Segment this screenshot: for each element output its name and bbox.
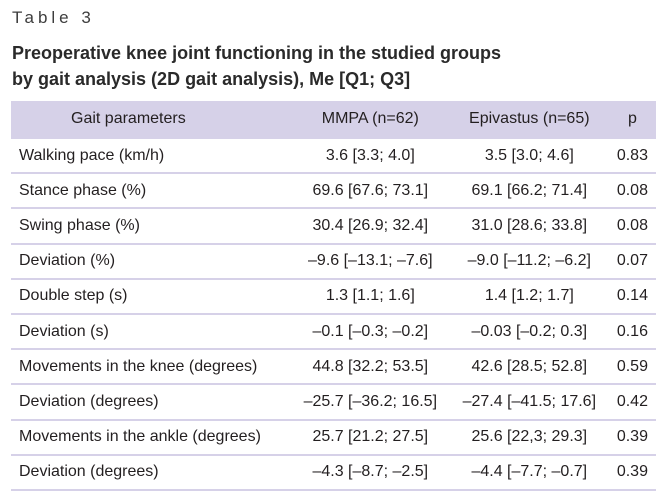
table-cell: –9.0 [–11.2; –6.2] bbox=[449, 242, 609, 279]
table-row: Deviation (degrees) –4.3 [–8.7; –2.5] –4.4… bbox=[11, 453, 656, 491]
table-cell: 0.14 bbox=[608, 277, 656, 314]
table-cell: 0.39 bbox=[608, 418, 656, 455]
table-cell: 3.5 [3.0; 4.6] bbox=[449, 136, 609, 174]
table-cell: –0.03 [–0.2; 0.3] bbox=[449, 312, 609, 350]
table-cell: 0.07 bbox=[608, 242, 656, 279]
table-cell: –9.6 [–13.1; –7.6] bbox=[290, 242, 450, 279]
table-cell: 69.6 [67.6; 73.1] bbox=[290, 172, 450, 209]
table-cell: 0.16 bbox=[608, 312, 656, 350]
table-cell: Double step (s) bbox=[11, 277, 291, 314]
table-title: Preoperative knee joint functioning in t… bbox=[12, 40, 501, 92]
table-cell: Deviation (%) bbox=[11, 242, 291, 279]
data-table: Gait parameters MMPA (n=62) Epivastus (n=6… bbox=[11, 101, 656, 491]
table-cell: 30.4 [26.9; 32.4] bbox=[290, 207, 450, 244]
table-cell: 44.8 [32.2; 53.5] bbox=[290, 348, 450, 385]
table-cell: Deviation (degrees) bbox=[11, 383, 291, 420]
table-cell: Movements in the ankle (degrees) bbox=[11, 418, 291, 455]
column-header: p bbox=[608, 101, 656, 138]
column-header: Gait parameters bbox=[11, 101, 291, 138]
table-cell: Walking pace (km/h) bbox=[11, 136, 291, 174]
table-cell: 25.6 [22,3; 29.3] bbox=[449, 418, 609, 455]
table-cell: Swing phase (%) bbox=[11, 207, 291, 244]
table-cell: Movements in the knee (degrees) bbox=[11, 348, 291, 385]
table-cell: 1.3 [1.1; 1.6] bbox=[290, 277, 450, 314]
table-row: Movements in the ankle (degrees) 25.7 [21… bbox=[11, 418, 656, 455]
table-cell: 69.1 [66.2; 71.4] bbox=[449, 172, 609, 209]
table-cell: 0.08 bbox=[608, 172, 656, 209]
table-cell: 0.42 bbox=[608, 383, 656, 420]
table-cell: 3.6 [3.3; 4.0] bbox=[290, 136, 450, 174]
header-row: Gait parameters MMPA (n=62) Epivastus (n=6… bbox=[11, 101, 656, 138]
table-cell: –27.4 [–41.5; 17.6] bbox=[449, 383, 609, 420]
table-row: Deviation (degrees) –25.7 [–36.2; 16.5] –2… bbox=[11, 383, 656, 420]
table-cell: Stance phase (%) bbox=[11, 172, 291, 209]
table-cell: –0.1 [–0.3; –0.2] bbox=[290, 312, 450, 350]
table-body: Walking pace (km/h) 3.6 [3.3; 4.0] 3.5 [3.… bbox=[11, 136, 656, 491]
table-label: Table 3 bbox=[12, 8, 95, 27]
table-row: Swing phase (%) 30.4 [26.9; 32.4] 31.0 [28… bbox=[11, 207, 656, 244]
table-row: Double step (s) 1.3 [1.1; 1.6] 1.4 [1.2; 1… bbox=[11, 277, 656, 314]
table-cell: 0.59 bbox=[608, 348, 656, 385]
table-row: Stance phase (%) 69.6 [67.6; 73.1] 69.1 [6… bbox=[11, 172, 656, 209]
table-cell: 42.6 [28.5; 52.8] bbox=[449, 348, 609, 385]
table-cell: –4.3 [–8.7; –2.5] bbox=[290, 453, 450, 491]
table-row: Deviation (s) –0.1 [–0.3; –0.2] –0.03 [–0.… bbox=[11, 312, 656, 350]
table-cell: 1.4 [1.2; 1.7] bbox=[449, 277, 609, 314]
table-cell: 31.0 [28.6; 33.8] bbox=[449, 207, 609, 244]
table-cell: –4.4 [–7.7; –0.7] bbox=[449, 453, 609, 491]
title-line: by gait analysis (2D gait analysis), Me … bbox=[12, 69, 411, 89]
table-cell: 0.39 bbox=[608, 453, 656, 491]
table-row: Walking pace (km/h) 3.6 [3.3; 4.0] 3.5 [3.… bbox=[11, 136, 656, 174]
table-cell: 0.83 bbox=[608, 136, 656, 174]
table-cell: 0.08 bbox=[608, 207, 656, 244]
table-cell: 25.7 [21.2; 27.5] bbox=[290, 418, 450, 455]
table-row: Deviation (%) –9.6 [–13.1; –7.6] –9.0 [–11… bbox=[11, 242, 656, 279]
column-header: MMPA (n=62) bbox=[290, 101, 450, 138]
table-cell: –25.7 [–36.2; 16.5] bbox=[290, 383, 450, 420]
title-line: Preoperative knee joint functioning in t… bbox=[12, 43, 502, 63]
table-cell: Deviation (degrees) bbox=[11, 453, 291, 491]
table-row: Movements in the knee (degrees) 44.8 [32.… bbox=[11, 348, 656, 385]
column-header: Epivastus (n=65) bbox=[449, 101, 609, 138]
table-cell: Deviation (s) bbox=[11, 312, 291, 350]
